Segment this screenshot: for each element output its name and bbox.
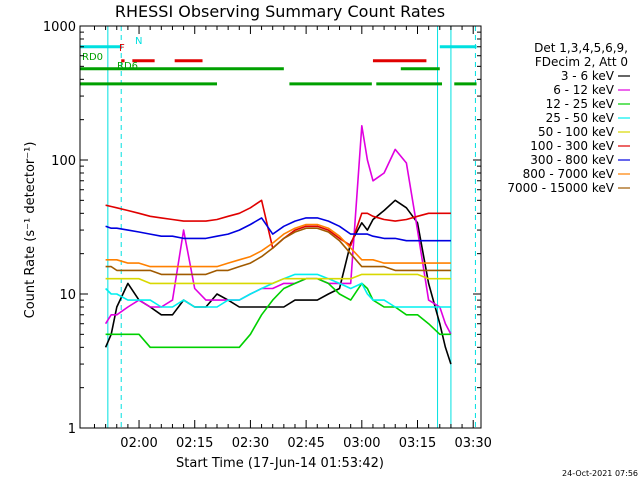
x-tick-label: 02:15 <box>176 436 213 451</box>
y-tick-label: 10 <box>59 288 76 303</box>
legend-header-line: Det 1,3,4,5,6,9, <box>534 41 628 55</box>
series-line-800-7000-kev <box>105 223 451 268</box>
x-axis-label: Start Time (17-Jun-14 01:53:42) <box>176 456 384 471</box>
y-tick-label: 1 <box>68 422 76 437</box>
status-label-n: N <box>135 36 142 47</box>
status-label-rd6: RD6 <box>117 61 138 72</box>
legend-header-line: FDecim 2, Att 0 <box>535 55 628 69</box>
series-line-300-800-kev <box>105 217 451 242</box>
legend-label: 25 - 50 keV <box>546 111 615 125</box>
y-tick-label: 100 <box>51 154 76 169</box>
series-line-25-50-kev <box>105 273 451 308</box>
x-tick-label: 03:00 <box>343 436 380 451</box>
x-tick-label: 03:15 <box>399 436 436 451</box>
legend-label: 100 - 300 keV <box>530 139 614 153</box>
x-tick-label: 02:00 <box>120 436 157 451</box>
series-line-3-6-kev <box>104 199 452 365</box>
status-label-rd0: RD0 <box>82 52 103 63</box>
x-tick-label: 02:30 <box>232 436 269 451</box>
legend-label: 3 - 6 keV <box>561 69 615 83</box>
y-axis-label: Count Rate (s⁻¹ detector⁻¹) <box>23 142 38 319</box>
series-line-12-25-kev <box>105 277 451 349</box>
series-line-50-100-kev <box>105 273 451 285</box>
series-line-6-12-kev <box>104 125 452 335</box>
plot-frame <box>79 25 482 429</box>
legend-label: 50 - 100 keV <box>538 125 615 139</box>
x-tick-label: 02:45 <box>287 436 324 451</box>
series-line-7000-15000-kev <box>105 227 451 276</box>
legend-label: 300 - 800 keV <box>530 153 614 167</box>
footer-timestamp: 24-Oct-2021 07:56 <box>562 469 638 478</box>
series-line-100-300-kev <box>105 199 451 249</box>
legend-label: 6 - 12 keV <box>553 83 615 97</box>
legend-label: 7000 - 15000 keV <box>507 181 614 195</box>
status-label-f: F <box>119 43 125 54</box>
chart-title: RHESSI Observing Summary Count Rates <box>115 2 445 21</box>
legend-label: 12 - 25 keV <box>546 97 615 111</box>
x-tick-label: 03:30 <box>454 436 491 451</box>
y-tick-label: 1000 <box>43 20 76 35</box>
legend-label: 800 - 7000 keV <box>523 167 615 181</box>
